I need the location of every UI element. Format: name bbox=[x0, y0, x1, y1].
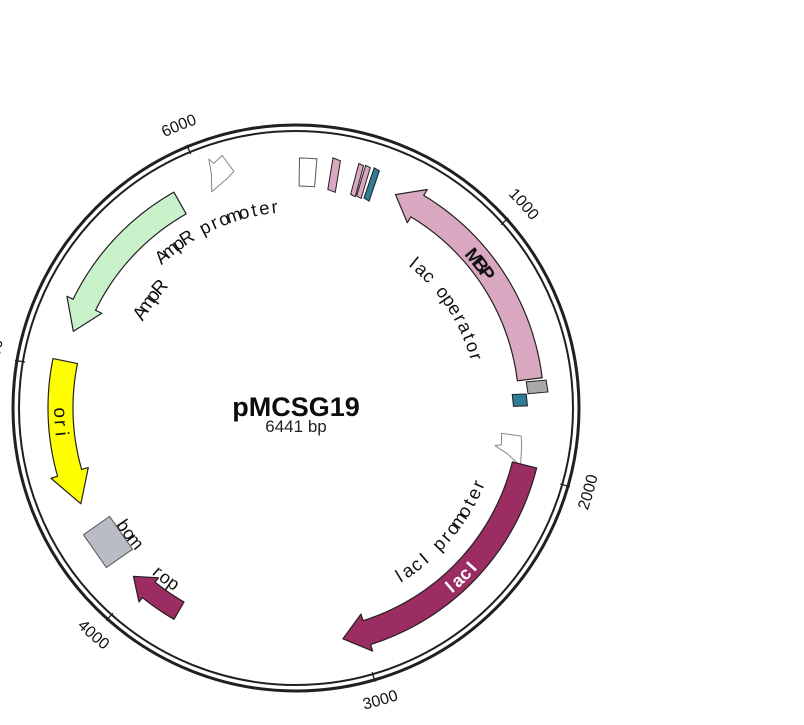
svg-text:r: r bbox=[270, 196, 278, 218]
svg-text:e: e bbox=[257, 197, 270, 219]
svg-text:o: o bbox=[49, 407, 70, 418]
svg-text:0: 0 bbox=[0, 338, 7, 350]
